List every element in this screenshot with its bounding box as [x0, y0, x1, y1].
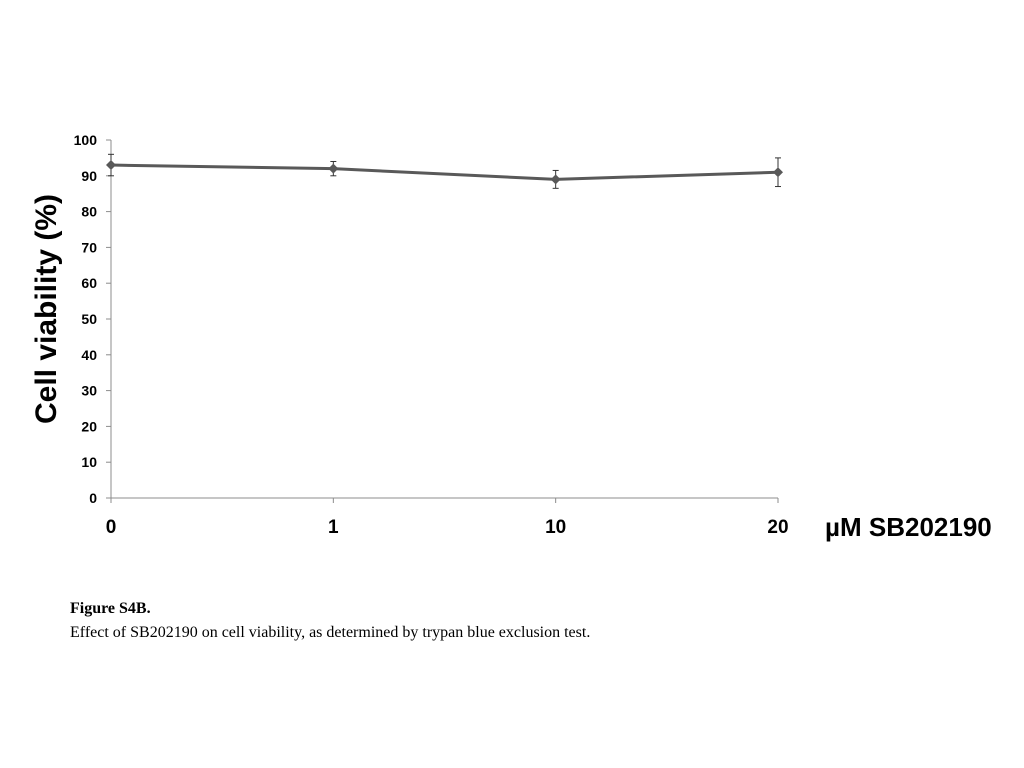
y-axis-ticks: 0 10 20 30 40 50 60 70 80 90 100 [74, 132, 111, 506]
y-axis-title: Cell viability (%) [30, 194, 63, 424]
y-tick-label: 90 [81, 168, 97, 184]
data-point [773, 167, 783, 178]
x-axis-ticks: 0 1 10 20 [106, 498, 789, 538]
y-tick-label: 20 [81, 418, 97, 434]
series-line [110, 163, 779, 181]
y-tick-label: 100 [74, 132, 98, 148]
y-tick-label: 80 [81, 204, 97, 220]
y-tick-label: 10 [81, 454, 97, 470]
x-tick-label: 0 [106, 517, 117, 538]
y-tick-label: 50 [81, 311, 97, 327]
x-tick-label: 10 [545, 517, 566, 538]
data-point [550, 174, 561, 185]
x-tick-label: 20 [767, 517, 788, 538]
y-tick-label: 0 [89, 490, 97, 506]
x-axis-title: µM SB202190 [825, 512, 992, 542]
y-tick-label: 30 [81, 383, 97, 399]
y-tick-label: 40 [81, 347, 97, 363]
figure-caption: Figure S4B. Effect of SB202190 on cell v… [70, 597, 590, 645]
data-point [328, 163, 339, 174]
data-point [106, 160, 116, 171]
y-tick-label: 60 [81, 275, 97, 291]
series-group [106, 153, 783, 189]
x-tick-label: 1 [328, 517, 339, 538]
caption-title: Figure S4B. [70, 600, 151, 617]
caption-text: Effect of SB202190 on cell viability, as… [70, 624, 591, 641]
y-tick-label: 70 [81, 239, 97, 255]
